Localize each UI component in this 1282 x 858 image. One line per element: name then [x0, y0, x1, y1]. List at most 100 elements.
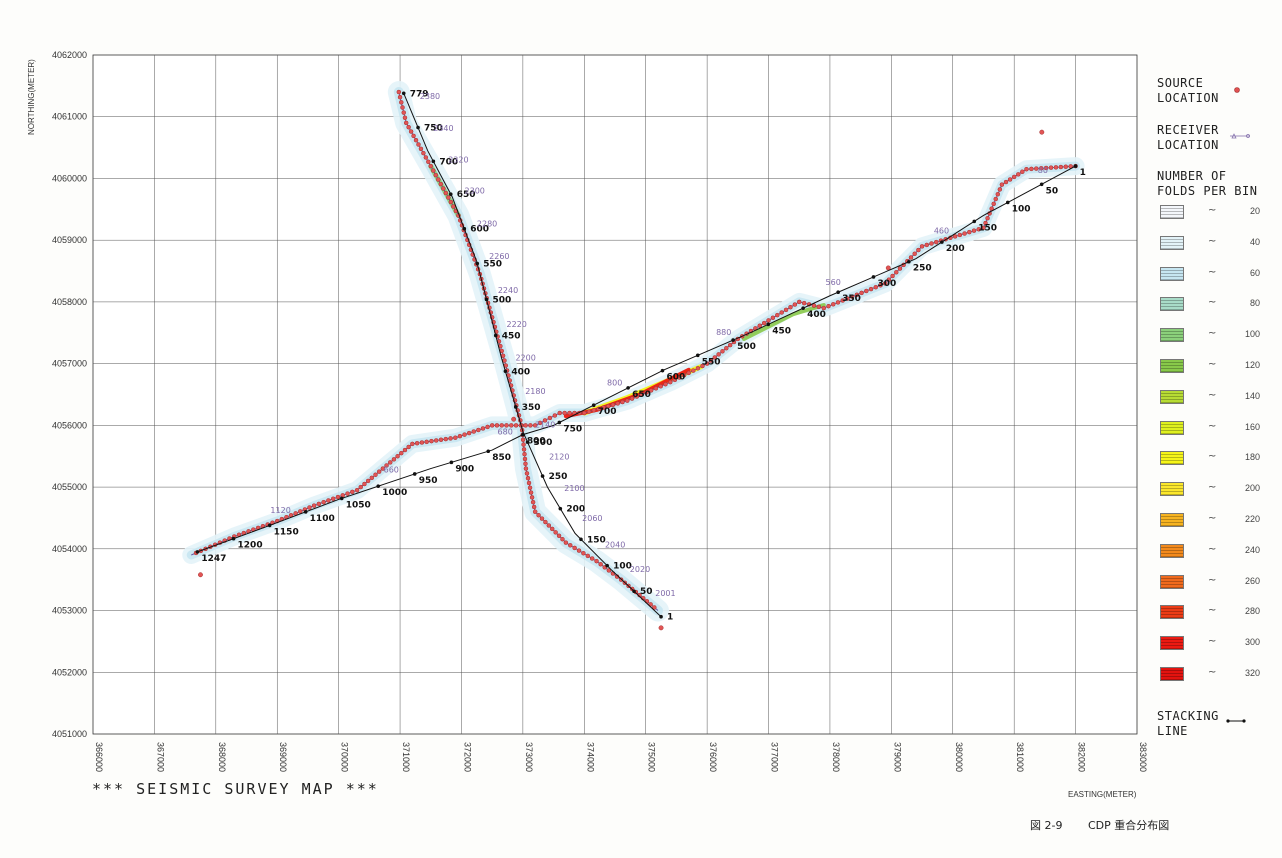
source-point — [976, 227, 981, 232]
stacking-marker — [462, 226, 467, 231]
source-point — [476, 427, 481, 433]
stacking-label: 1000 — [382, 488, 407, 498]
source-point — [890, 273, 895, 279]
stacking-label: 900 — [455, 464, 474, 474]
source-point — [691, 368, 696, 373]
receiver-label: 680 — [498, 427, 513, 436]
fold-range-tilde: ~ — [1208, 328, 1217, 340]
source-point — [307, 505, 312, 510]
source-point — [522, 451, 527, 457]
stacking-marker — [493, 333, 498, 338]
stacking-label: 100 — [613, 562, 632, 572]
fold-range-tilde: ~ — [1208, 420, 1217, 432]
stacking-marker — [801, 306, 805, 310]
source-point — [424, 439, 429, 445]
fold-swatch — [1160, 420, 1184, 435]
fold-range-tilde: ~ — [1208, 297, 1217, 309]
y-tick-label: 4059000 — [52, 235, 87, 245]
source-point — [536, 512, 541, 518]
source-point — [553, 530, 558, 535]
source-point — [509, 423, 514, 428]
stacking-label: 800 — [527, 437, 546, 447]
receiver-label: 660 — [384, 465, 399, 474]
source-point — [757, 323, 763, 328]
source-point — [882, 281, 888, 286]
source-point — [605, 403, 611, 409]
stacking-label: 100 — [1012, 204, 1031, 214]
source-point — [727, 342, 733, 348]
source-point — [971, 228, 977, 233]
source-point — [567, 410, 572, 416]
stacking-line-icon — [1226, 719, 1246, 723]
source-point — [402, 115, 408, 121]
source-point — [835, 300, 841, 305]
receiver-label: 2001 — [655, 589, 675, 598]
source-point — [441, 186, 446, 191]
stacking-marker — [659, 614, 663, 619]
source-point — [556, 533, 562, 539]
fold-range-tilde: ~ — [1208, 667, 1217, 678]
fold-legend-row: ~140 — [1160, 389, 1270, 406]
source-point — [399, 450, 404, 456]
stacking-label: 1200 — [238, 541, 263, 551]
stacking-label: 150 — [978, 223, 997, 233]
source-point — [821, 305, 827, 311]
source-point — [788, 304, 793, 310]
source-point — [634, 394, 640, 399]
stacking-marker — [525, 440, 530, 444]
stacking-label: 450 — [772, 326, 791, 336]
stacking-marker — [431, 159, 436, 164]
source-point — [528, 490, 534, 495]
source-point — [321, 499, 326, 505]
stacking-line-nw-se — [403, 93, 662, 618]
source-point — [868, 286, 874, 292]
source-marker-icon — [1234, 87, 1240, 93]
source-point — [428, 163, 434, 169]
source-point — [395, 453, 400, 459]
stacking-label: 200 — [566, 505, 585, 515]
stacking-label: 550 — [483, 260, 502, 270]
source-point — [1048, 165, 1054, 170]
fold-value: 180 — [1244, 452, 1260, 463]
source-point — [610, 402, 616, 408]
stacking-lines — [195, 91, 1078, 619]
figure-title: CDP 重合分布図 — [1087, 819, 1170, 832]
source-point — [720, 349, 725, 354]
fold-value: 160 — [1244, 421, 1260, 432]
fold-range-tilde: ~ — [1208, 451, 1217, 463]
fold-value: 300 — [1244, 637, 1260, 648]
stacking-label: 950 — [419, 476, 438, 486]
x-tick-label: 377000 — [770, 742, 780, 772]
source-point — [528, 423, 533, 428]
fold-legend-row: ~60 — [1160, 266, 1270, 283]
y-axis-label: NORTHING(METER) — [27, 59, 36, 135]
x-axis-ticks: 366000 367000 368000 369000 370000 371000 3720… — [94, 742, 1148, 772]
source-point — [419, 440, 425, 445]
source-point — [644, 390, 649, 395]
source-point — [410, 441, 415, 447]
stacking-marker — [448, 192, 453, 196]
source-point — [537, 420, 543, 426]
source-point — [908, 255, 914, 260]
source-point — [532, 423, 538, 428]
fold-value: 260 — [1244, 575, 1260, 586]
source-point — [859, 290, 864, 296]
source-point — [358, 484, 364, 490]
source-point — [700, 363, 705, 369]
receiver-label: 880 — [716, 328, 731, 337]
x-tick-label: 374000 — [585, 742, 595, 772]
source-point — [526, 480, 532, 486]
source-point — [350, 489, 355, 495]
source-point — [542, 418, 548, 423]
source-point — [912, 251, 917, 257]
stacking-marker — [521, 432, 525, 437]
x-tick-label: 378000 — [831, 742, 841, 772]
source-point — [997, 187, 1003, 192]
source-point — [443, 436, 449, 442]
source-point — [376, 469, 382, 474]
source-point — [531, 504, 537, 510]
receiver-label: 2380 — [420, 92, 440, 101]
receiver-label: 2100 — [564, 484, 584, 493]
stacking-label: 250 — [913, 264, 932, 274]
fold-legend-row: ~260 — [1160, 574, 1270, 591]
